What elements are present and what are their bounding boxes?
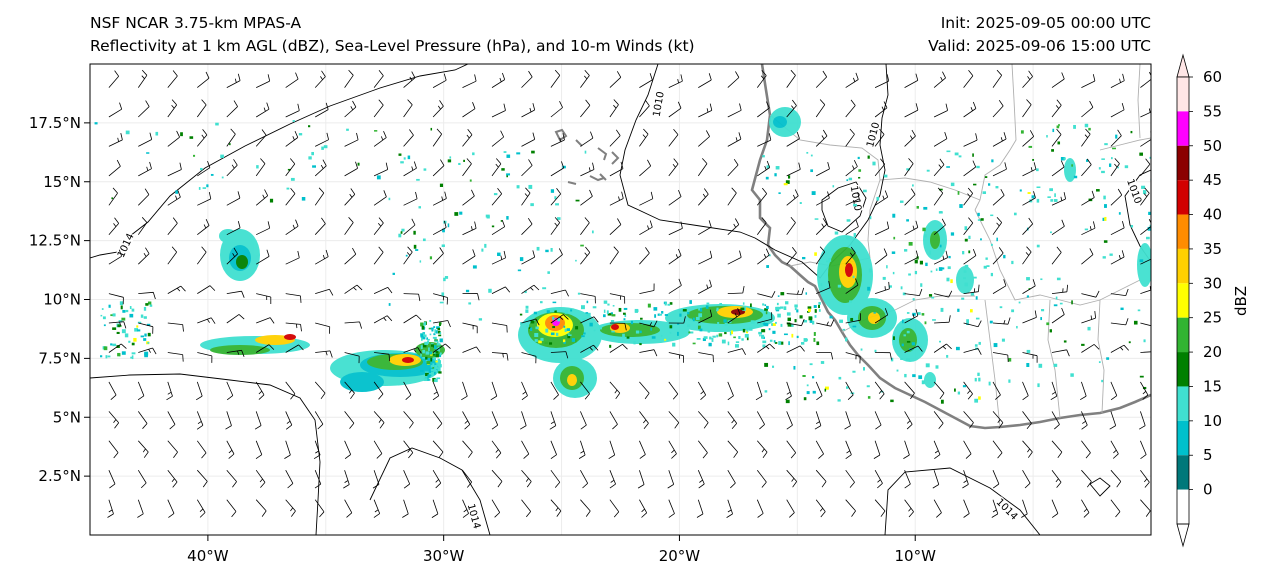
colorbar-tick-label: 0 — [1203, 481, 1213, 499]
colorbar-tick-label: 20 — [1203, 343, 1222, 361]
colorbar-tick-label: 25 — [1203, 309, 1222, 327]
lon-tick-label: 20°W — [659, 547, 701, 565]
lat-tick-label: 15°N — [43, 173, 81, 191]
colorbar-segment — [1177, 214, 1189, 249]
colorbar-segment — [1177, 283, 1189, 318]
colorbar-tick-label: 55 — [1203, 102, 1222, 120]
colorbar-segment — [1177, 180, 1189, 215]
colorbar-segment — [1177, 386, 1189, 421]
colorbar-tick-label: 15 — [1203, 377, 1222, 395]
colorbar-segment — [1177, 455, 1189, 490]
lat-tick-label: 10°N — [43, 291, 81, 309]
lat-tick-label: 2.5°N — [38, 467, 81, 485]
colorbar-segment — [1177, 77, 1189, 112]
cape-verde-islands — [554, 128, 620, 185]
lat-tick-label: 12.5°N — [29, 232, 81, 250]
colorbar: 0 5 10 15 20 25 30 35 40 45 50 55 60 — [1176, 53, 1222, 548]
init-time: Init: 2025-09-05 00:00 UTC — [940, 14, 1151, 32]
wind-barbs — [107, 69, 1151, 518]
colorbar-tick-label: 10 — [1203, 412, 1222, 430]
colorbar-tick-label: 30 — [1203, 274, 1222, 292]
longitude-axis: 40°W 30°W 20°W 10°W — [187, 535, 936, 565]
colorbar-tick-label: 50 — [1203, 137, 1222, 155]
lat-tick-label: 17.5°N — [29, 114, 81, 132]
country-borders — [769, 64, 1151, 428]
lat-tick-label: 7.5°N — [38, 349, 81, 367]
colorbar-tick-label: 35 — [1203, 240, 1222, 258]
colorbar-tick-label: 5 — [1203, 446, 1213, 464]
gridlines — [90, 64, 1151, 535]
colorbar-tick-label: 45 — [1203, 171, 1222, 189]
colorbar-segment — [1177, 317, 1189, 353]
colorbar-segment — [1177, 420, 1189, 456]
colorbar-tick-label: 60 — [1203, 68, 1222, 86]
colorbar-segment — [1177, 145, 1189, 181]
lon-tick-label: 10°W — [895, 547, 937, 565]
colorbar-segment — [1177, 248, 1189, 284]
colorbar-tick-label: 40 — [1203, 206, 1222, 224]
isobar-label: 1010 — [652, 91, 667, 118]
colorbar-segment — [1177, 352, 1189, 387]
lat-tick-label: 5°N — [53, 408, 81, 426]
lon-tick-label: 40°W — [187, 547, 229, 565]
isobar-label: 1010 — [848, 185, 863, 212]
lon-tick-label: 30°W — [423, 547, 465, 565]
latitude-axis: 2.5°N 5°N 7.5°N 10°N 12.5°N 15°N 17.5°N — [29, 114, 90, 485]
model-title: NSF NCAR 3.75-km MPAS-A — [90, 14, 302, 32]
valid-time: Valid: 2025-09-06 15:00 UTC — [928, 37, 1151, 55]
colorbar-label: dBZ — [1232, 286, 1250, 316]
colorbar-segment — [1177, 111, 1189, 146]
fields-subtitle: Reflectivity at 1 km AGL (dBZ), Sea-Leve… — [90, 37, 695, 55]
reflectivity-field — [94, 107, 1151, 404]
